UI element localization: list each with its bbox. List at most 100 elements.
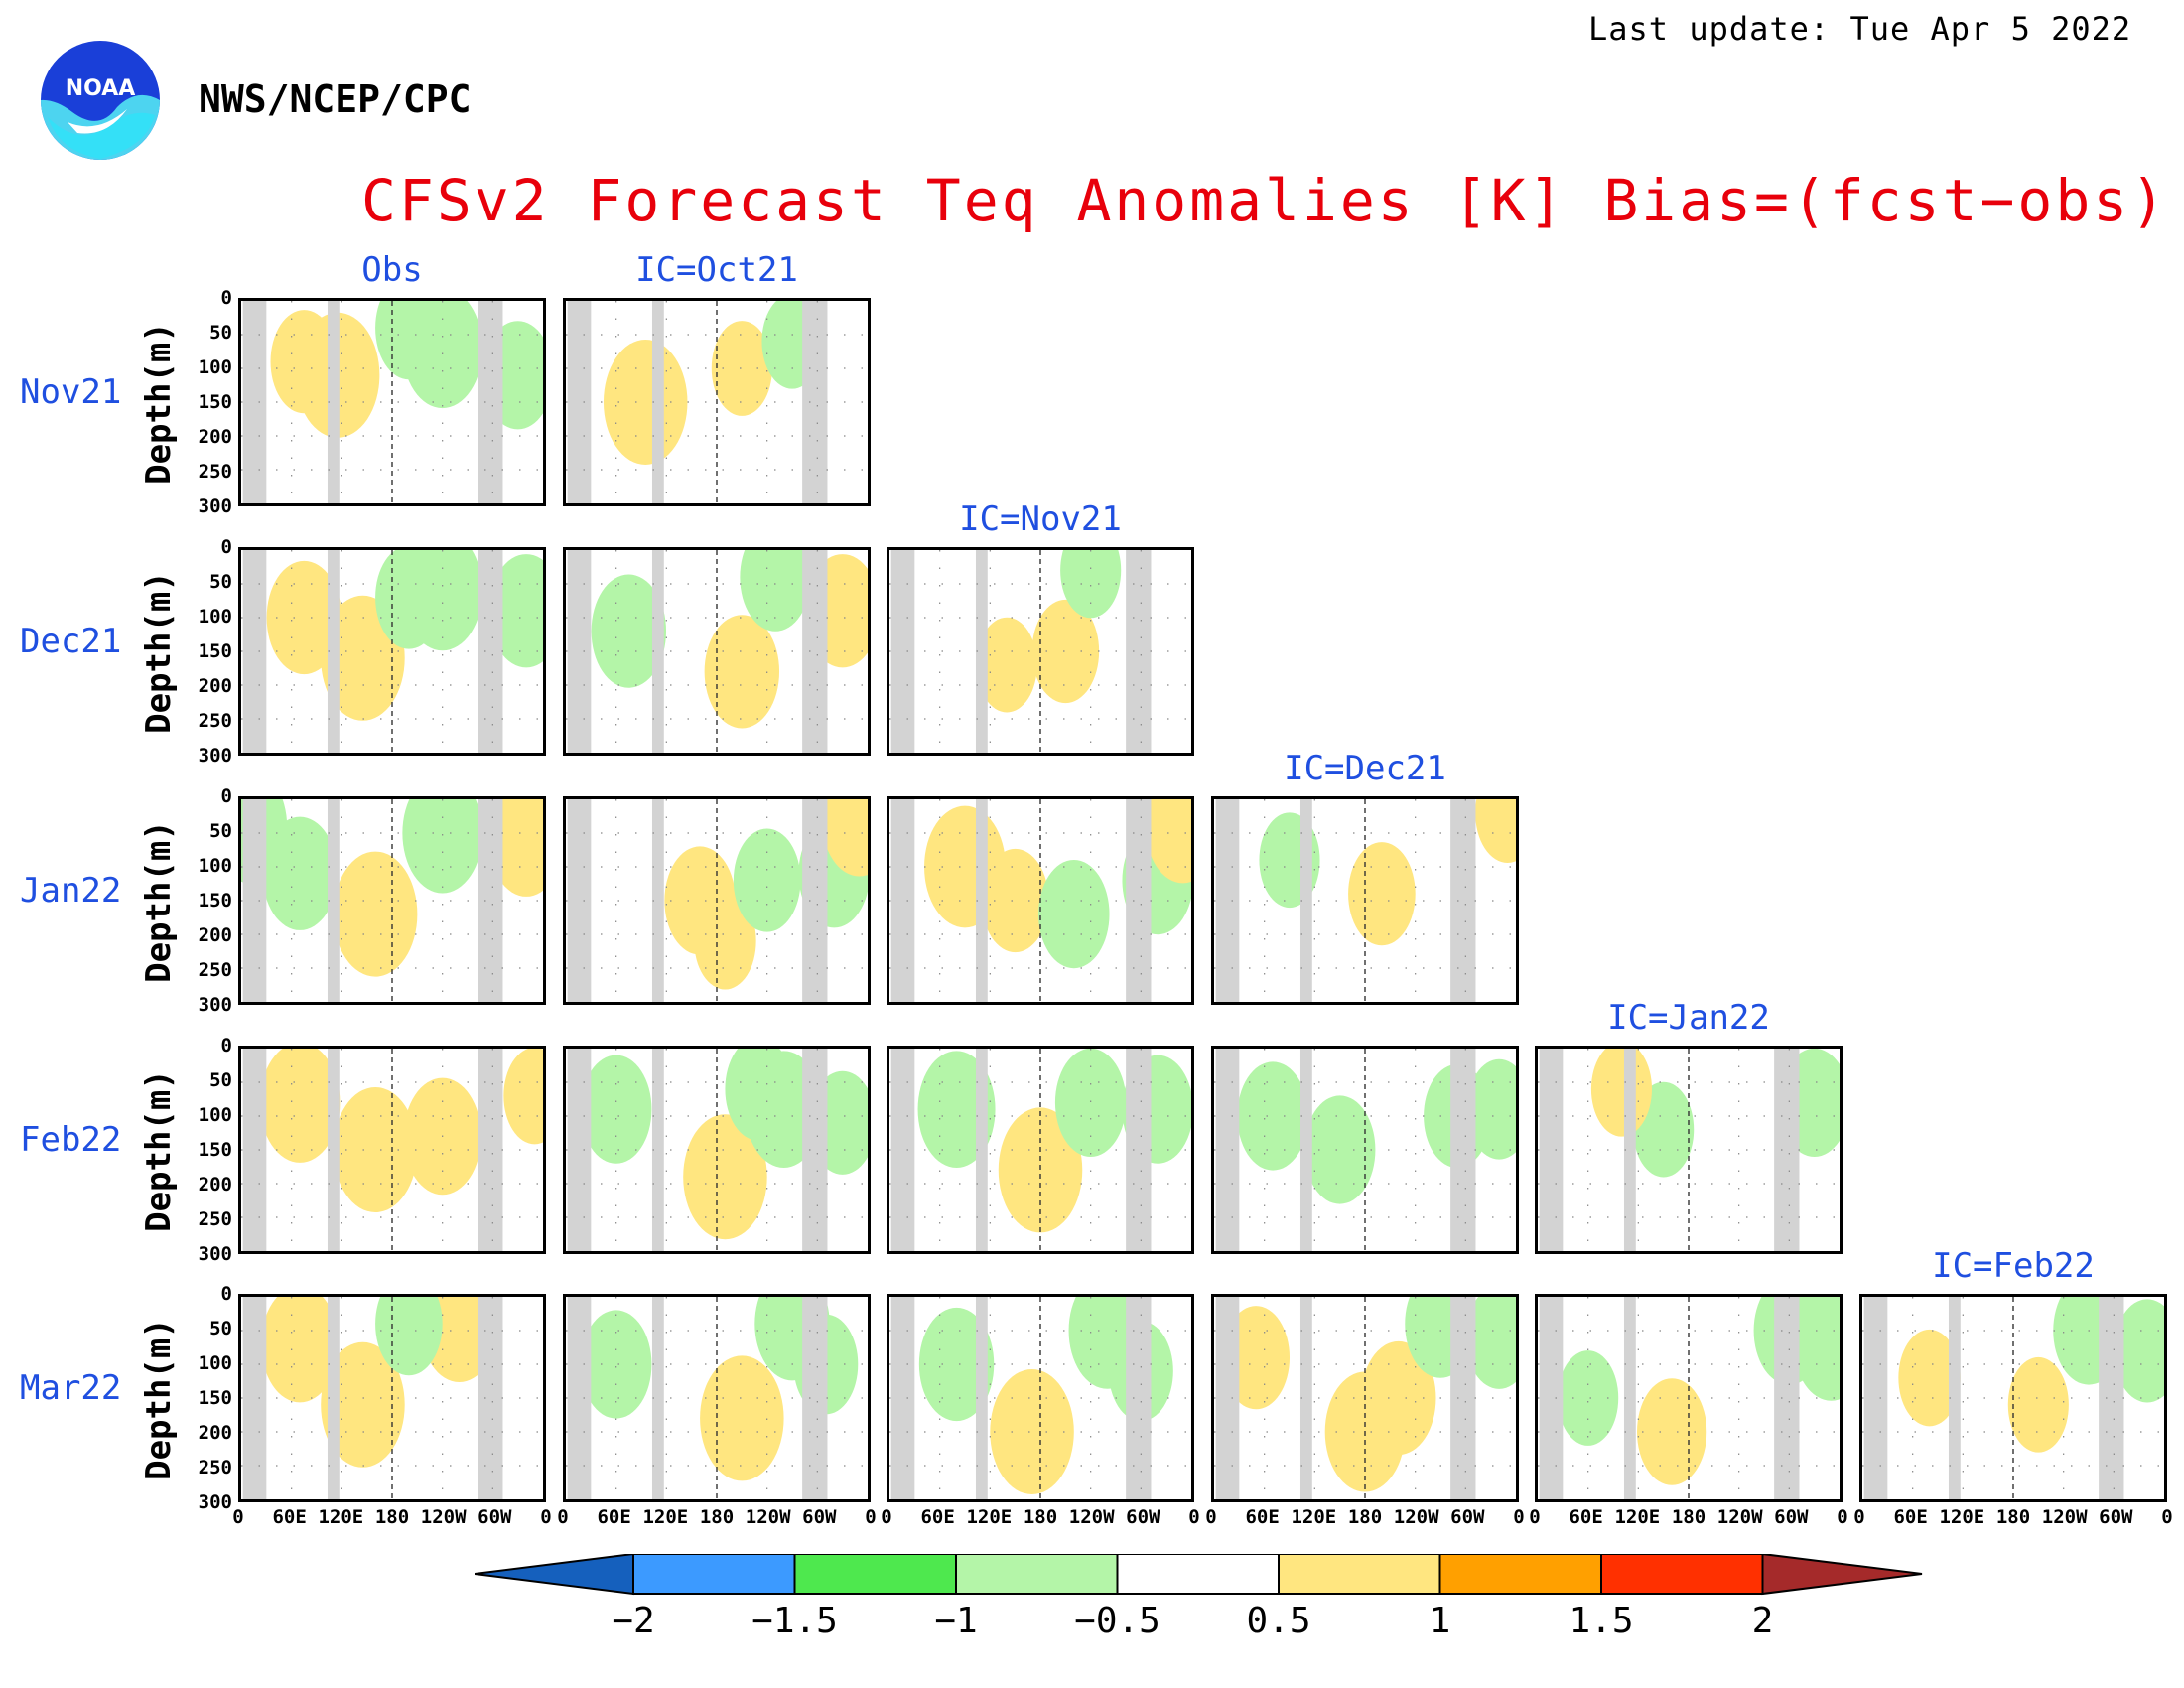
- anomaly-contour: [333, 851, 418, 977]
- column-title: IC=Dec21: [1284, 749, 1446, 788]
- land-mask: [1450, 1049, 1476, 1251]
- last-update-text: Last update: Tue Apr 5 2022: [1588, 10, 2132, 48]
- land-mask: [567, 799, 592, 1002]
- y-tick-label: 200: [198, 1174, 232, 1196]
- x-tick-label: 0: [1529, 1506, 1541, 1528]
- colorbar-swatch: [1438, 1554, 1602, 1595]
- y-tick-label: 200: [198, 426, 232, 448]
- y-tick-label: 300: [198, 1491, 232, 1513]
- anomaly-contour: [1793, 1297, 1840, 1401]
- heatmap-panel: [1211, 796, 1519, 1005]
- land-mask: [651, 301, 664, 503]
- heatmap-panel: [887, 1294, 1194, 1502]
- anomaly-contour: [270, 310, 339, 414]
- colorbar-tick-label: −2: [612, 1601, 655, 1641]
- x-tick-label: 120W: [420, 1506, 467, 1528]
- y-tick-label: 300: [198, 1243, 232, 1265]
- land-mask: [2099, 1297, 2124, 1499]
- x-tick-label: 60W: [1450, 1506, 1485, 1528]
- y-tick-label: 250: [198, 959, 232, 981]
- anomaly-contour: [683, 1114, 767, 1240]
- y-tick-label: 0: [220, 785, 232, 807]
- anomaly-contour: [740, 550, 811, 632]
- land-mask: [1539, 1049, 1564, 1251]
- land-mask: [1126, 550, 1152, 753]
- land-mask: [651, 1049, 664, 1251]
- y-tick-label: 0: [220, 536, 232, 558]
- land-mask: [478, 1297, 503, 1499]
- anomaly-contour: [1303, 1095, 1376, 1204]
- land-mask: [1215, 1049, 1240, 1251]
- x-tick-label: 180: [1347, 1506, 1383, 1528]
- land-mask: [890, 799, 915, 1002]
- land-mask: [975, 799, 988, 1002]
- heatmap-panel: [887, 796, 1194, 1005]
- anomaly-contour: [1637, 1378, 1707, 1485]
- anomaly-contour: [1038, 860, 1110, 969]
- heatmap-panel: [563, 298, 871, 506]
- noaa-logo: NOAA: [38, 38, 163, 163]
- anomaly-contour: [918, 1307, 995, 1422]
- land-mask: [478, 550, 503, 753]
- anomaly-contour: [1475, 799, 1516, 863]
- colorbar-swatch: [793, 1554, 957, 1595]
- row-label: Nov21: [20, 372, 122, 412]
- anomaly-contour: [821, 799, 868, 877]
- y-tick-label: 150: [198, 391, 232, 413]
- anomaly-contour: [402, 799, 482, 894]
- heatmap-panel: [563, 1046, 871, 1254]
- x-tick-label: 60W: [1774, 1506, 1809, 1528]
- land-mask: [1126, 799, 1152, 1002]
- anomaly-contour: [591, 574, 667, 688]
- x-tick-label: 0: [1837, 1506, 1848, 1528]
- land-mask: [1450, 1297, 1476, 1499]
- y-tick-label: 100: [198, 1104, 232, 1126]
- land-mask: [890, 550, 915, 753]
- land-mask: [1863, 1297, 1888, 1499]
- x-tick-label: 180: [1995, 1506, 2031, 1528]
- anomaly-contour: [259, 1049, 341, 1163]
- land-mask: [1450, 799, 1476, 1002]
- anomaly-contour: [261, 1297, 340, 1403]
- land-mask: [1623, 1049, 1636, 1251]
- colorbar-tick-label: 0.5: [1246, 1601, 1311, 1641]
- anomaly-contour: [503, 1049, 543, 1145]
- anomaly-contour: [981, 848, 1049, 953]
- heatmap-panel: [238, 547, 546, 756]
- x-tick-label: 120E: [642, 1506, 689, 1528]
- colorbar-tick-label: 2: [1751, 1601, 1774, 1641]
- heatmap-panel: [1211, 1294, 1519, 1502]
- anomaly-contour: [1348, 842, 1416, 946]
- x-tick-label: 120E: [318, 1506, 364, 1528]
- land-mask: [327, 550, 340, 753]
- anomaly-contour: [711, 321, 772, 416]
- y-tick-label: 50: [209, 1069, 232, 1091]
- x-tick-label: 0: [881, 1506, 892, 1528]
- y-tick-label: 250: [198, 461, 232, 483]
- heatmap-panel: [1535, 1294, 1843, 1502]
- x-tick-label: 0: [2161, 1506, 2173, 1528]
- x-tick-label: 180: [699, 1506, 735, 1528]
- x-tick-label: 120W: [745, 1506, 791, 1528]
- column-title: IC=Feb22: [1932, 1246, 2095, 1286]
- land-mask: [242, 799, 267, 1002]
- x-tick-label: 60W: [802, 1506, 837, 1528]
- land-mask: [478, 799, 503, 1002]
- colorbar-swatch: [1116, 1554, 1280, 1595]
- heatmap-panel: [1859, 1294, 2167, 1502]
- land-mask: [567, 301, 592, 503]
- land-mask: [242, 1049, 267, 1251]
- heatmap-panel: [1211, 1046, 1519, 1254]
- y-tick-label: 50: [209, 571, 232, 593]
- anomaly-contour: [1558, 1350, 1619, 1446]
- y-tick-label: 50: [209, 1318, 232, 1339]
- column-title: Obs: [361, 250, 423, 290]
- land-mask: [802, 301, 828, 503]
- column-title: IC=Oct21: [635, 250, 798, 290]
- anomaly-contour: [580, 1055, 652, 1164]
- land-mask: [1623, 1297, 1636, 1499]
- colorbar-swatch: [1600, 1554, 1764, 1595]
- heatmap-panel: [238, 298, 546, 506]
- x-tick-label: 0: [232, 1506, 244, 1528]
- heatmap-panel: [563, 547, 871, 756]
